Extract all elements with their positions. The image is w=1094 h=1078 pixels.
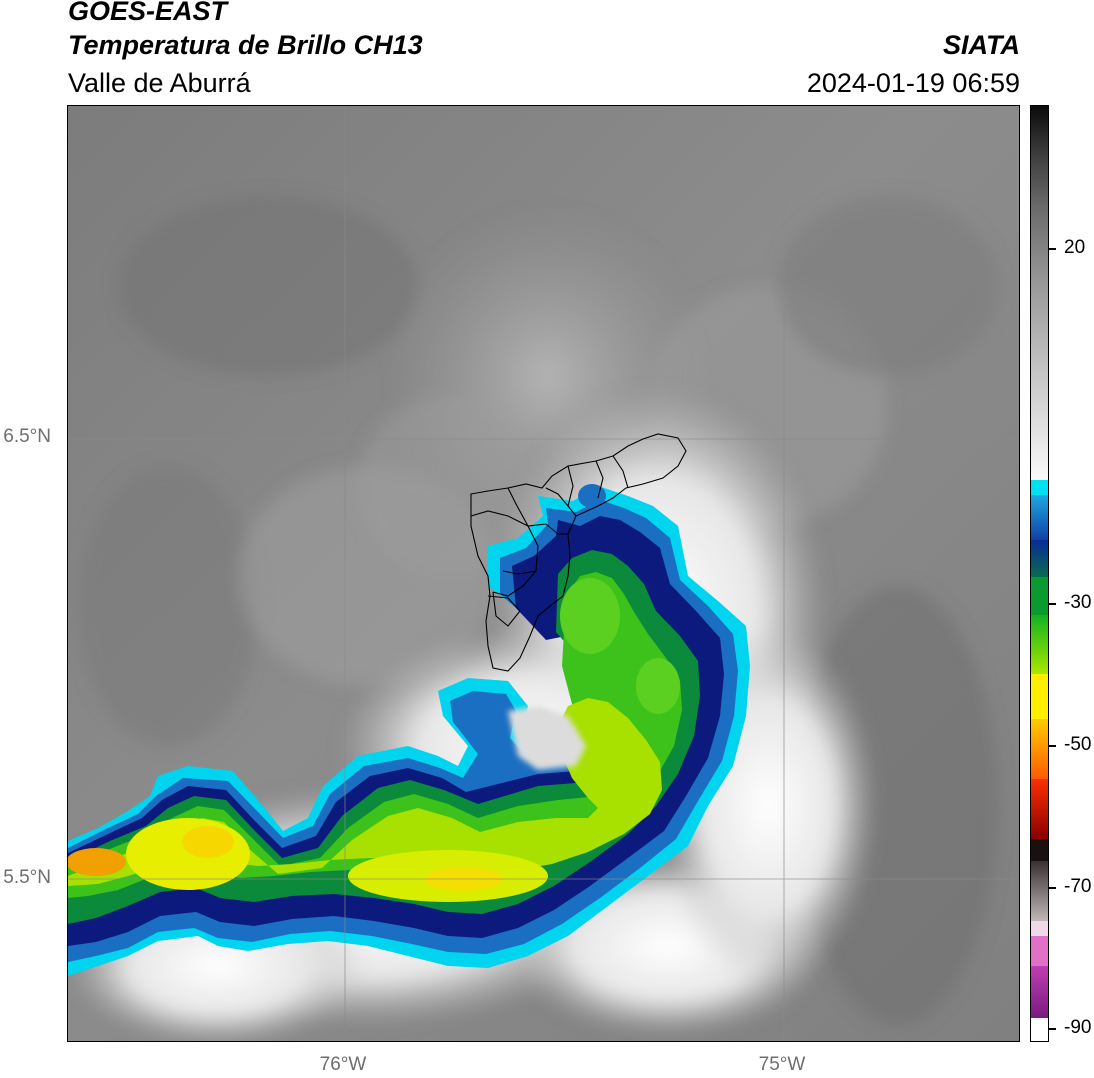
graticule bbox=[68, 106, 1019, 1041]
colorbar-segment bbox=[1031, 614, 1048, 675]
colorbar-tick bbox=[1049, 1028, 1056, 1030]
colorbar-tick bbox=[1049, 745, 1056, 747]
region-subtitle: Valle de Aburrá bbox=[68, 68, 251, 98]
lon-label-75w: 75°W bbox=[758, 1054, 806, 1075]
colorbar-segment bbox=[1031, 860, 1048, 921]
datetime-label: 2024-01-19 06:59 bbox=[806, 68, 1020, 98]
organization-label: SIATA bbox=[943, 30, 1020, 60]
lon-label-76w: 76°W bbox=[319, 1054, 367, 1075]
colorbar-segment bbox=[1031, 330, 1048, 481]
colorbar-segment bbox=[1031, 479, 1048, 496]
colorbar-label-minus30: -30 bbox=[1064, 592, 1092, 613]
municipal-boundaries bbox=[470, 433, 687, 672]
lat-label-6-5: 6.5°N bbox=[3, 426, 51, 447]
colorbar-segment bbox=[1031, 106, 1048, 331]
convective-cloud bbox=[68, 484, 750, 976]
colorbar-segment bbox=[1031, 935, 1048, 966]
colorbar-segment bbox=[1031, 539, 1048, 578]
lat-label-5-5: 5.5°N bbox=[3, 867, 51, 888]
colorbar-tick bbox=[1049, 603, 1056, 605]
colorbar-label-minus90: -90 bbox=[1064, 1017, 1092, 1038]
colorbar-segment bbox=[1031, 778, 1048, 839]
colorbar-segment bbox=[1031, 838, 1048, 862]
satellite-title: GOES-EAST bbox=[68, 0, 228, 26]
colorbar-segment bbox=[1031, 920, 1048, 936]
map-canvas bbox=[68, 106, 1019, 1041]
colorbar-label-20: 20 bbox=[1064, 237, 1086, 258]
satellite-map[interactable] bbox=[67, 105, 1020, 1042]
colorbar-label-minus70: -70 bbox=[1064, 876, 1092, 897]
colorbar-label-minus50: -50 bbox=[1064, 734, 1092, 755]
colorbar-segment bbox=[1031, 718, 1048, 779]
colorbar-segment bbox=[1031, 673, 1048, 720]
colorbar bbox=[1030, 105, 1049, 1042]
colorbar-segment bbox=[1031, 965, 1048, 1019]
colorbar-tick bbox=[1049, 887, 1056, 889]
colorbar-segment bbox=[1031, 576, 1048, 615]
colorbar-segment bbox=[1031, 1017, 1048, 1041]
product-title: Temperatura de Brillo CH13 bbox=[68, 30, 423, 60]
colorbar-segment bbox=[1031, 494, 1048, 540]
colorbar-tick bbox=[1049, 248, 1056, 250]
